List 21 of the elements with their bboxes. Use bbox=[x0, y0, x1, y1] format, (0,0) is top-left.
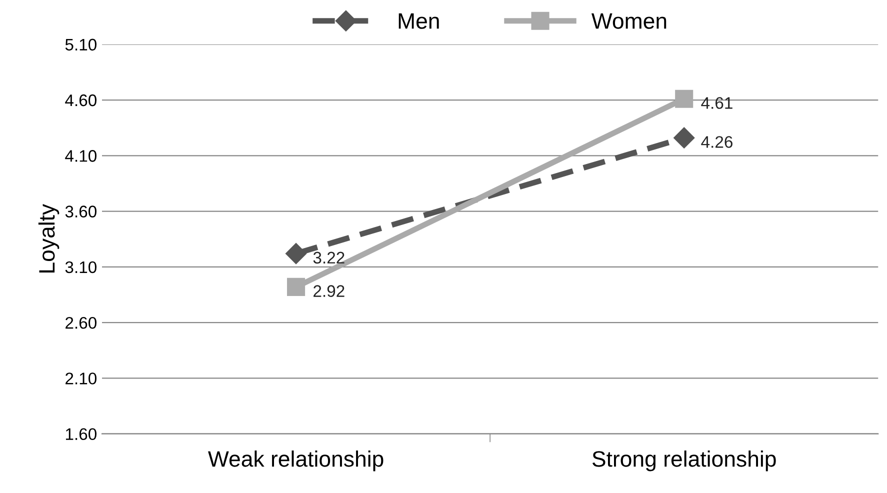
data-label: 2.92 bbox=[314, 285, 344, 297]
y-tick-label: 5.10 bbox=[65, 38, 96, 51]
y-tick-label: 3.10 bbox=[65, 261, 96, 274]
data-label: 4.61 bbox=[701, 97, 732, 109]
point bbox=[675, 90, 694, 108]
y-tick-label: 2.10 bbox=[66, 372, 96, 384]
x-tick-label: Weak relationship bbox=[208, 450, 384, 472]
point bbox=[674, 127, 695, 148]
data-label: 3.22 bbox=[313, 252, 344, 264]
legend-label: Women bbox=[591, 13, 666, 29]
y-tick-label: 4.10 bbox=[65, 150, 96, 162]
y-tick-label: 3.60 bbox=[65, 206, 96, 218]
legend-label: Men bbox=[398, 13, 439, 29]
x-tick-label: Strong relationship bbox=[592, 450, 776, 472]
y-tick-label: 2.60 bbox=[66, 316, 96, 329]
data-label: 4.26 bbox=[701, 136, 732, 148]
y-tick-label: 1.60 bbox=[66, 428, 96, 440]
y-tick-label: 4.60 bbox=[65, 94, 96, 106]
point bbox=[287, 278, 306, 296]
y-axis-title: Loyalty bbox=[38, 204, 60, 272]
point bbox=[286, 243, 307, 264]
